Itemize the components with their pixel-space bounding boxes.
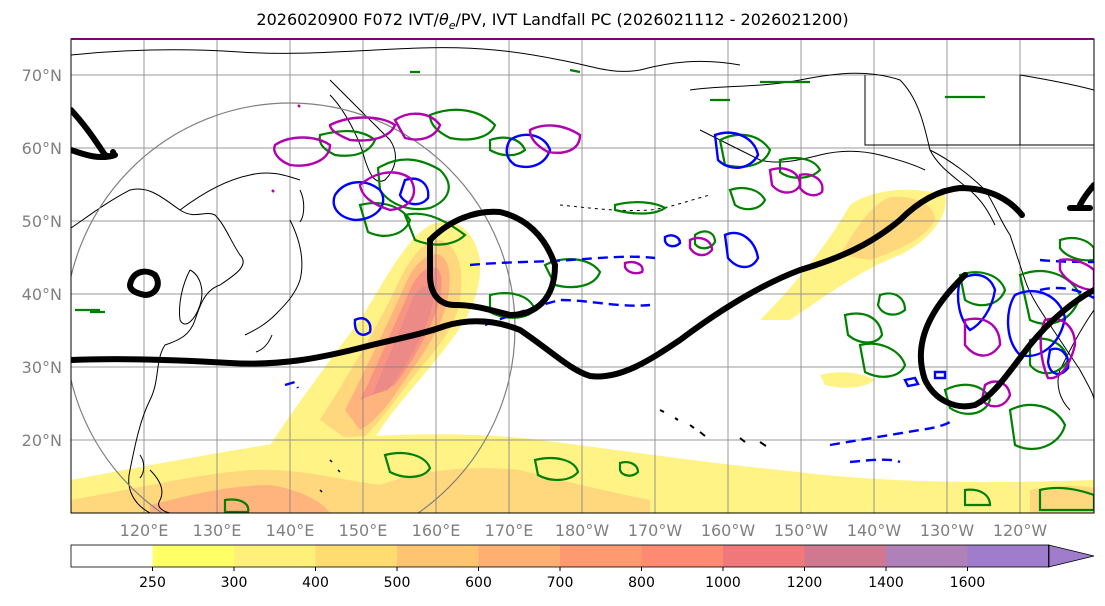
colorbar-segment — [71, 545, 153, 567]
colorbar-segment — [886, 545, 968, 567]
longitude-labels: 120°E 130°E 140°E 150°E 160°E 170°E 180°… — [120, 521, 1048, 540]
colorbar-segment — [804, 545, 887, 567]
lat-label-30: 30°N — [22, 358, 62, 377]
theta-e-positive-contours — [332, 131, 1070, 388]
colorbar-tick-label: 1200 — [787, 575, 823, 591]
lon-label-170w: 170°W — [628, 521, 683, 540]
lon-label-140w: 140°W — [847, 521, 902, 540]
colorbar-tick-label: 500 — [384, 575, 411, 591]
ivt-landfall-contour — [71, 107, 1094, 410]
colorbar-segment — [560, 545, 642, 567]
map-title: 2026020900 F072 IVT/θe/PV, IVT Landfall … — [256, 10, 849, 33]
lon-label-160w: 160°W — [701, 521, 756, 540]
colorbar-tick-label: 1400 — [868, 575, 904, 591]
lon-label-140e: 140°E — [266, 521, 315, 540]
colorbar-tick-label: 250 — [139, 575, 166, 591]
lat-label-70: 70°N — [22, 66, 62, 85]
colorbar-segment — [397, 545, 479, 567]
lat-label-40: 40°N — [22, 285, 62, 304]
colorbar-tick-label: 800 — [628, 575, 655, 591]
lon-label-120e: 120°E — [120, 521, 169, 540]
colorbar-segment — [967, 545, 1050, 567]
lon-label-160e: 160°E — [412, 521, 461, 540]
colorbar-tick-label: 1000 — [705, 575, 741, 591]
lon-label-130w: 130°W — [920, 521, 975, 540]
colorbar-segment — [315, 545, 398, 567]
ivt-colorbar: 250 300 400 500 600 700 800 1000 1200 1400 1600 — [70, 544, 1095, 591]
colorbar-segment — [234, 545, 316, 567]
colorbar-tick-label: 300 — [221, 575, 248, 591]
lat-label-50: 50°N — [22, 212, 62, 231]
lon-label-170e: 170°E — [485, 521, 534, 540]
coastlines — [71, 47, 1094, 513]
theta-e-negative-contours — [284, 255, 1094, 464]
lat-label-60: 60°N — [22, 139, 62, 158]
colorbar-tick-label: 700 — [547, 575, 574, 591]
colorbar-segment — [152, 545, 235, 567]
colorbar-tick-label: 400 — [302, 575, 329, 591]
pv-magenta-contours — [271, 104, 1094, 408]
colorbar-tick-label: 600 — [465, 575, 492, 591]
lon-label-150e: 150°E — [339, 521, 388, 540]
colorbar-segment — [723, 545, 805, 567]
lon-label-150w: 150°W — [774, 521, 829, 540]
graticule — [71, 39, 1094, 513]
lon-label-120w: 120°W — [993, 521, 1048, 540]
colorbar-segment — [478, 545, 561, 567]
colorbar-segment — [641, 545, 724, 567]
colorbar-tick-label: 1600 — [950, 575, 986, 591]
colorbar-extension — [1048, 544, 1095, 568]
latitude-labels: 70°N 60°N 50°N 40°N 30°N 20°N — [22, 66, 62, 450]
lon-label-180w: 180°W — [555, 521, 610, 540]
lat-label-20: 20°N — [22, 431, 62, 450]
lon-label-130e: 130°E — [193, 521, 242, 540]
